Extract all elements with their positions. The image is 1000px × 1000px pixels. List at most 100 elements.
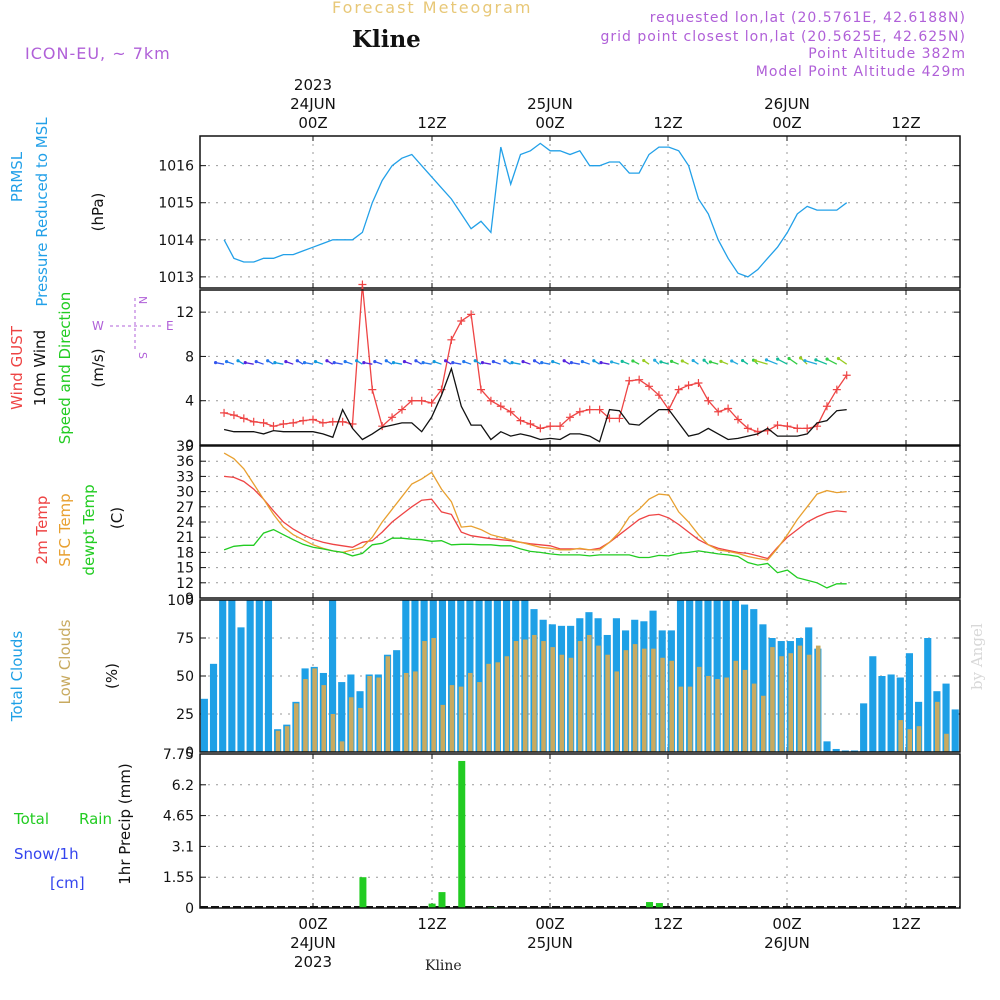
low-clouds-bar — [761, 695, 766, 752]
y-tick-label: 50 — [176, 669, 194, 685]
low-clouds-bar — [660, 657, 665, 752]
bottom-time-label: 2023 — [294, 953, 332, 971]
gust-marker — [842, 371, 851, 380]
gust-marker — [783, 422, 792, 431]
wind-direction-arrowhead — [814, 358, 818, 362]
low-clouds-bar — [449, 685, 455, 752]
wind-direction-arrowhead — [243, 361, 247, 365]
wind-direction-arrowhead — [443, 359, 448, 363]
gust-marker — [565, 413, 574, 422]
y-tick-label: 100 — [167, 593, 194, 609]
low-clouds-bar — [788, 653, 794, 752]
prmsl-line — [223, 142, 848, 278]
wind-direction-arrowhead — [631, 359, 635, 363]
gust-marker — [427, 398, 436, 407]
low-clouds-bar — [806, 654, 812, 752]
low-clouds-bar — [944, 733, 949, 752]
gust-marker — [318, 418, 327, 427]
top-time-label: 12Z — [891, 114, 920, 132]
wind-direction-arrowhead — [592, 359, 596, 363]
y-tick-label: 4 — [185, 394, 194, 410]
total-clouds-bar — [228, 600, 236, 752]
wind-direction-arrowhead — [480, 361, 485, 365]
wind-direction-arrowhead — [753, 359, 758, 363]
y-tick-label: 18 — [176, 545, 194, 561]
gust-marker — [477, 385, 486, 394]
gust-marker — [585, 405, 594, 414]
low-clouds-bar — [367, 676, 372, 752]
low-clouds-bar — [687, 686, 693, 752]
low-clouds-bar — [815, 645, 821, 752]
rain-bar — [458, 760, 466, 908]
total-clouds-bar — [832, 748, 840, 752]
wind-direction-arrowhead — [836, 356, 841, 361]
gust-marker — [496, 402, 505, 411]
panel-frame — [199, 289, 961, 446]
low-clouds-bar — [532, 634, 537, 752]
low-clouds-bar — [742, 669, 748, 752]
wind-direction-arrowhead — [491, 359, 496, 364]
panel-clouds: 0 25 50 75 100 — [167, 593, 961, 761]
gust-marker — [457, 317, 466, 325]
total-clouds-bar — [676, 600, 685, 752]
y-tick-label: 1013 — [158, 270, 194, 286]
gust-marker — [338, 417, 347, 426]
wind-direction-arrowhead — [313, 359, 318, 364]
gust-marker — [654, 391, 663, 400]
wind-direction-arrowhead — [521, 359, 525, 364]
total-clouds-bar — [246, 600, 254, 752]
bottom-time-label: 00Z — [772, 915, 801, 933]
total-clouds-bar — [750, 609, 758, 752]
gust-marker — [289, 418, 298, 427]
top-time-label: 00Z — [535, 114, 564, 132]
total-clouds-bar — [860, 703, 868, 752]
gust-marker — [546, 422, 555, 431]
low-clouds-bar — [550, 647, 555, 752]
wind-direction-arrowhead — [540, 361, 544, 365]
wind-direction-arrowhead — [776, 357, 780, 361]
gust-label: Wind GUST — [8, 325, 26, 410]
top-time-label: 24JUN — [290, 95, 336, 113]
wind-direction-arrowhead — [391, 361, 396, 365]
gust-marker — [595, 405, 604, 414]
y-tick-label: 8 — [185, 349, 194, 365]
low-clouds-bar — [522, 639, 528, 752]
gust-marker — [684, 381, 693, 390]
wind-direction-arrowhead — [343, 359, 347, 364]
model-altitude: Model Point Altitude 429m — [755, 64, 966, 80]
y-tick-label: 12 — [176, 305, 194, 321]
gust-marker — [506, 407, 515, 416]
low-clouds-bar — [275, 730, 281, 752]
gust-marker — [467, 310, 476, 319]
total-clouds-bar — [905, 653, 914, 752]
top-time-label: 00Z — [772, 114, 801, 132]
bottom-location: Kline — [425, 958, 462, 974]
wind-direction-arrowhead — [266, 359, 270, 363]
grid-point-coords: grid point closest lon,lat (20.5625E, 42… — [600, 29, 966, 45]
wind-direction-arrowhead — [273, 361, 277, 365]
low-clouds-bar — [348, 697, 354, 752]
low-clouds-bar — [559, 654, 565, 752]
low-clouds-bar — [422, 641, 427, 752]
wind-direction-arrowhead — [708, 360, 713, 364]
wind-direction-arrow — [788, 357, 798, 365]
wind-direction-arrowhead — [325, 359, 329, 363]
low-clouds-bar — [467, 672, 473, 752]
total-clouds-bar — [951, 709, 959, 752]
top-time-label: 00Z — [298, 114, 327, 132]
gust-marker — [733, 415, 742, 424]
wind-direction-arrowhead — [432, 359, 436, 364]
top-time-label: 12Z — [653, 114, 682, 132]
low-clouds-bar — [641, 648, 647, 752]
wind-direction-arrowhead — [669, 359, 674, 364]
total-clouds-bar — [896, 677, 904, 752]
dewpt-label: dewpt Temp — [80, 484, 98, 575]
bottom-time-label: 25JUN — [527, 934, 573, 952]
location-name: Kline — [352, 26, 421, 53]
total-clouds-bar — [823, 741, 831, 752]
sfc-temp-label: SFC Temp — [56, 493, 74, 566]
rain-bar — [655, 903, 663, 908]
total-clouds-bar — [686, 600, 694, 752]
total-clouds-bar — [887, 674, 895, 752]
panel-wind: 0 4 8 12 — [176, 280, 961, 454]
